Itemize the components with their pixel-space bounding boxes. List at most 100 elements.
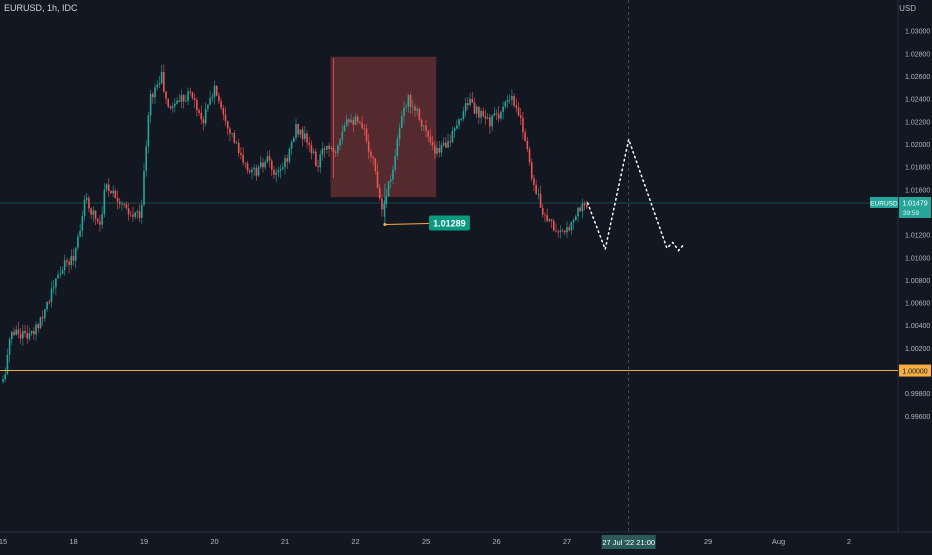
candle-body: [96, 218, 99, 222]
candle-body: [70, 256, 73, 265]
time-axis[interactable]: 15 18 19 20 21 22 25 26 27 29 Aug 2 27 Jul '22 21:00: [0, 535, 851, 549]
candle-body: [304, 133, 306, 140]
candle-body: [79, 230, 81, 237]
candle-body: [156, 84, 159, 88]
candle-body: [306, 133, 308, 143]
annotation-leader: [384, 223, 429, 226]
candle-body: [240, 152, 242, 155]
candle-body: [220, 101, 222, 109]
candle-body: [328, 145, 330, 149]
price-tick-label: 1.00800: [905, 278, 930, 285]
candle-body: [275, 172, 277, 175]
symbol-header: EURUSD, 1h, IDC: [4, 3, 78, 13]
candle-body: [411, 106, 414, 108]
candle-body: [407, 95, 410, 107]
candle-body: [132, 214, 134, 217]
candle-body: [334, 152, 337, 153]
candle-body: [101, 213, 103, 225]
candle-body: [226, 121, 229, 129]
candle-body: [145, 146, 148, 172]
price-tick-label: 1.01800: [905, 165, 930, 172]
candle-body: [495, 113, 498, 115]
candle-body: [215, 85, 218, 96]
candle-body: [154, 87, 156, 98]
lines-layer: [0, 0, 898, 532]
candle-body: [323, 148, 326, 150]
price-axis[interactable]: 1.03000 1.02800 1.02600 1.02400 1.02200 1.020…: [870, 29, 931, 421]
candle-body: [478, 106, 480, 118]
candle-body: [544, 214, 546, 216]
candle-body: [63, 260, 66, 271]
candle-body: [138, 211, 141, 219]
candle-body: [447, 141, 449, 148]
candle-body: [30, 330, 33, 334]
candle-body: [207, 104, 209, 110]
candle-body: [489, 117, 491, 127]
price-tick-label: 1.03000: [905, 29, 930, 36]
candle-body: [568, 227, 571, 231]
candle-body: [586, 205, 588, 208]
candle-body: [482, 111, 485, 117]
candle-body: [389, 179, 392, 182]
candle-body: [533, 178, 535, 185]
candle-body: [363, 127, 366, 129]
time-tick-label: 27: [563, 537, 571, 546]
candle-body: [200, 112, 203, 120]
candle-body: [361, 122, 363, 128]
candle-body: [480, 111, 482, 118]
candle-body: [136, 211, 139, 213]
candle-body: [107, 184, 110, 191]
candle-body: [506, 99, 509, 102]
candle-body: [449, 141, 452, 142]
candle-body: [94, 210, 97, 219]
candle-body: [555, 230, 557, 232]
candle-body: [398, 127, 401, 140]
time-tick-label: 26: [492, 537, 500, 546]
candle-body: [180, 95, 183, 103]
candle-body: [17, 329, 20, 335]
candle-body: [277, 170, 280, 173]
time-tick-label: 25: [422, 537, 430, 546]
candle-body: [530, 162, 533, 179]
candle-body: [59, 273, 62, 275]
candle-body: [416, 108, 418, 111]
candle-body: [563, 230, 566, 233]
candle-body: [105, 184, 108, 190]
candle-body: [460, 118, 463, 120]
candle-body: [61, 270, 64, 274]
candle-body: [123, 203, 125, 205]
candle-body: [77, 236, 79, 248]
candle-body: [354, 116, 357, 125]
candle-body: [92, 210, 95, 215]
time-tick-label: 21: [281, 537, 289, 546]
candle-body: [517, 107, 520, 116]
candle-body: [559, 230, 562, 232]
candle-body: [550, 219, 553, 221]
candle-body: [35, 324, 37, 335]
candle-body: [376, 171, 379, 188]
symbol-tag-bg: [870, 196, 898, 208]
candle-body: [268, 156, 271, 161]
candle-body: [572, 220, 575, 223]
candle-body: [312, 151, 315, 154]
candle-body: [2, 379, 4, 382]
candle-body: [539, 193, 542, 208]
candle-body: [500, 111, 502, 119]
candle-body: [185, 101, 187, 102]
candle-body: [409, 95, 412, 107]
candle-body: [374, 158, 377, 172]
price-tick-label: 1.02200: [905, 119, 930, 126]
candle-body: [255, 167, 258, 176]
candle-body: [442, 142, 445, 146]
last-price-tag: 1.01479: [902, 200, 927, 207]
crosshair-time-label: 27 Jul '22 21:00: [602, 538, 655, 547]
candle-body: [471, 98, 474, 103]
highlight-zone: [330, 56, 437, 198]
candle-body: [453, 128, 456, 131]
crosshair-time-label-bg: [601, 535, 656, 549]
price-tick-label: 1.02000: [905, 142, 930, 149]
candle-body: [293, 137, 295, 143]
candle-body: [121, 203, 123, 205]
candle-body: [116, 198, 119, 202]
